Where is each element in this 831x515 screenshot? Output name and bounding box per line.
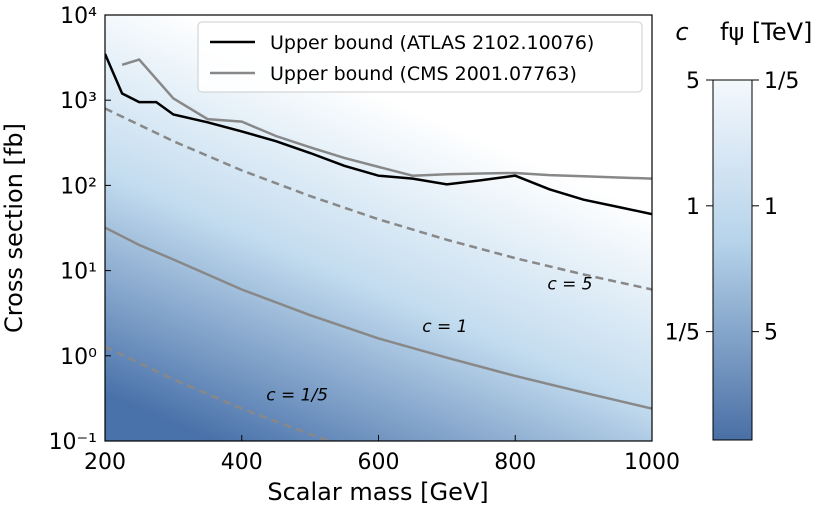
y-tick-label: 10² bbox=[60, 174, 97, 199]
x-tick-label: 200 bbox=[84, 450, 126, 475]
y-tick-label: 10³ bbox=[60, 89, 97, 114]
legend-box bbox=[197, 21, 643, 93]
colorbar-right-label: fψ [TeV] bbox=[720, 18, 812, 46]
series-line bbox=[105, 226, 652, 410]
series-line bbox=[105, 107, 652, 291]
series-line bbox=[105, 53, 652, 216]
x-axis-label: Scalar mass [GeV] bbox=[267, 478, 488, 506]
y-tick-label: 10⁻¹ bbox=[49, 430, 97, 455]
legend-label: Upper bound (CMS 2001.07763) bbox=[270, 63, 577, 85]
y-tick-label: 10¹ bbox=[60, 260, 97, 285]
x-tick-label: 1000 bbox=[624, 450, 680, 475]
series-line bbox=[121, 58, 652, 180]
colorbar-right-tick-label: 1/5 bbox=[764, 69, 799, 94]
x-tick-label: 400 bbox=[221, 450, 263, 475]
annotation: c = 1 bbox=[422, 317, 467, 337]
colorbar-right-tick-label: 5 bbox=[764, 321, 778, 346]
plot-area bbox=[105, 53, 652, 441]
y-tick-label: 10⁴ bbox=[60, 4, 97, 29]
colorbar-left-tick-label: 1/5 bbox=[665, 321, 700, 346]
colorbar-right-tick-label: 1 bbox=[764, 195, 778, 220]
colorbar-left-label: c bbox=[675, 18, 688, 46]
colorbar-left-tick-label: 1 bbox=[686, 195, 700, 220]
x-tick-label: 600 bbox=[358, 450, 400, 475]
legend-label: Upper bound (ATLAS 2102.10076) bbox=[270, 32, 594, 54]
y-tick-label: 10⁰ bbox=[60, 345, 97, 370]
colorbar-left-tick-label: 5 bbox=[686, 69, 700, 94]
annotation: c = 5 bbox=[547, 275, 592, 295]
y-axis-label: Cross section [fb] bbox=[0, 123, 28, 333]
x-tick-label: 800 bbox=[494, 450, 536, 475]
series-line bbox=[105, 345, 334, 441]
colorbar bbox=[712, 79, 753, 441]
annotation: c = 1/5 bbox=[266, 385, 328, 405]
